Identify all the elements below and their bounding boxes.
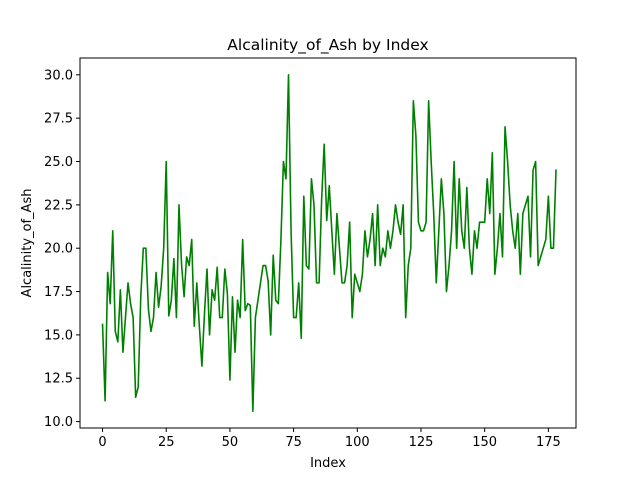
x-tick-label: 50 <box>222 435 239 450</box>
x-tick-label: 0 <box>98 435 106 450</box>
plot-area: 0 25 50 75 100 125 150 175 10.0 12.5 15.0 17.5 20.0 2… <box>44 68 561 450</box>
x-tick-label: 100 <box>345 435 370 450</box>
x-tick-label: 150 <box>472 435 497 450</box>
axes-frame <box>79 57 577 429</box>
y-axis-label: Alcalinity_of_Ash <box>20 189 35 298</box>
y-tick-label: 17.5 <box>44 285 73 300</box>
y-tick-label: 10.0 <box>44 415 73 430</box>
x-tick-label: 125 <box>409 435 434 450</box>
chart-title: Alcalinity_of_Ash by Index <box>227 36 428 55</box>
y-tick-label: 22.5 <box>44 198 73 213</box>
y-tick-label: 27.5 <box>44 112 73 127</box>
x-axis-label: Index <box>310 456 346 471</box>
x-tick-label: 175 <box>536 435 561 450</box>
y-tick-label: 12.5 <box>44 372 73 387</box>
y-tick-label: 15.0 <box>44 328 73 343</box>
x-tick-label: 75 <box>285 435 302 450</box>
y-tick-label: 25.0 <box>44 155 73 170</box>
x-tick-label: 25 <box>158 435 175 450</box>
series-line <box>101 74 557 412</box>
y-tick-label: 20.0 <box>44 242 73 257</box>
y-tick-label: 30.0 <box>44 68 73 83</box>
